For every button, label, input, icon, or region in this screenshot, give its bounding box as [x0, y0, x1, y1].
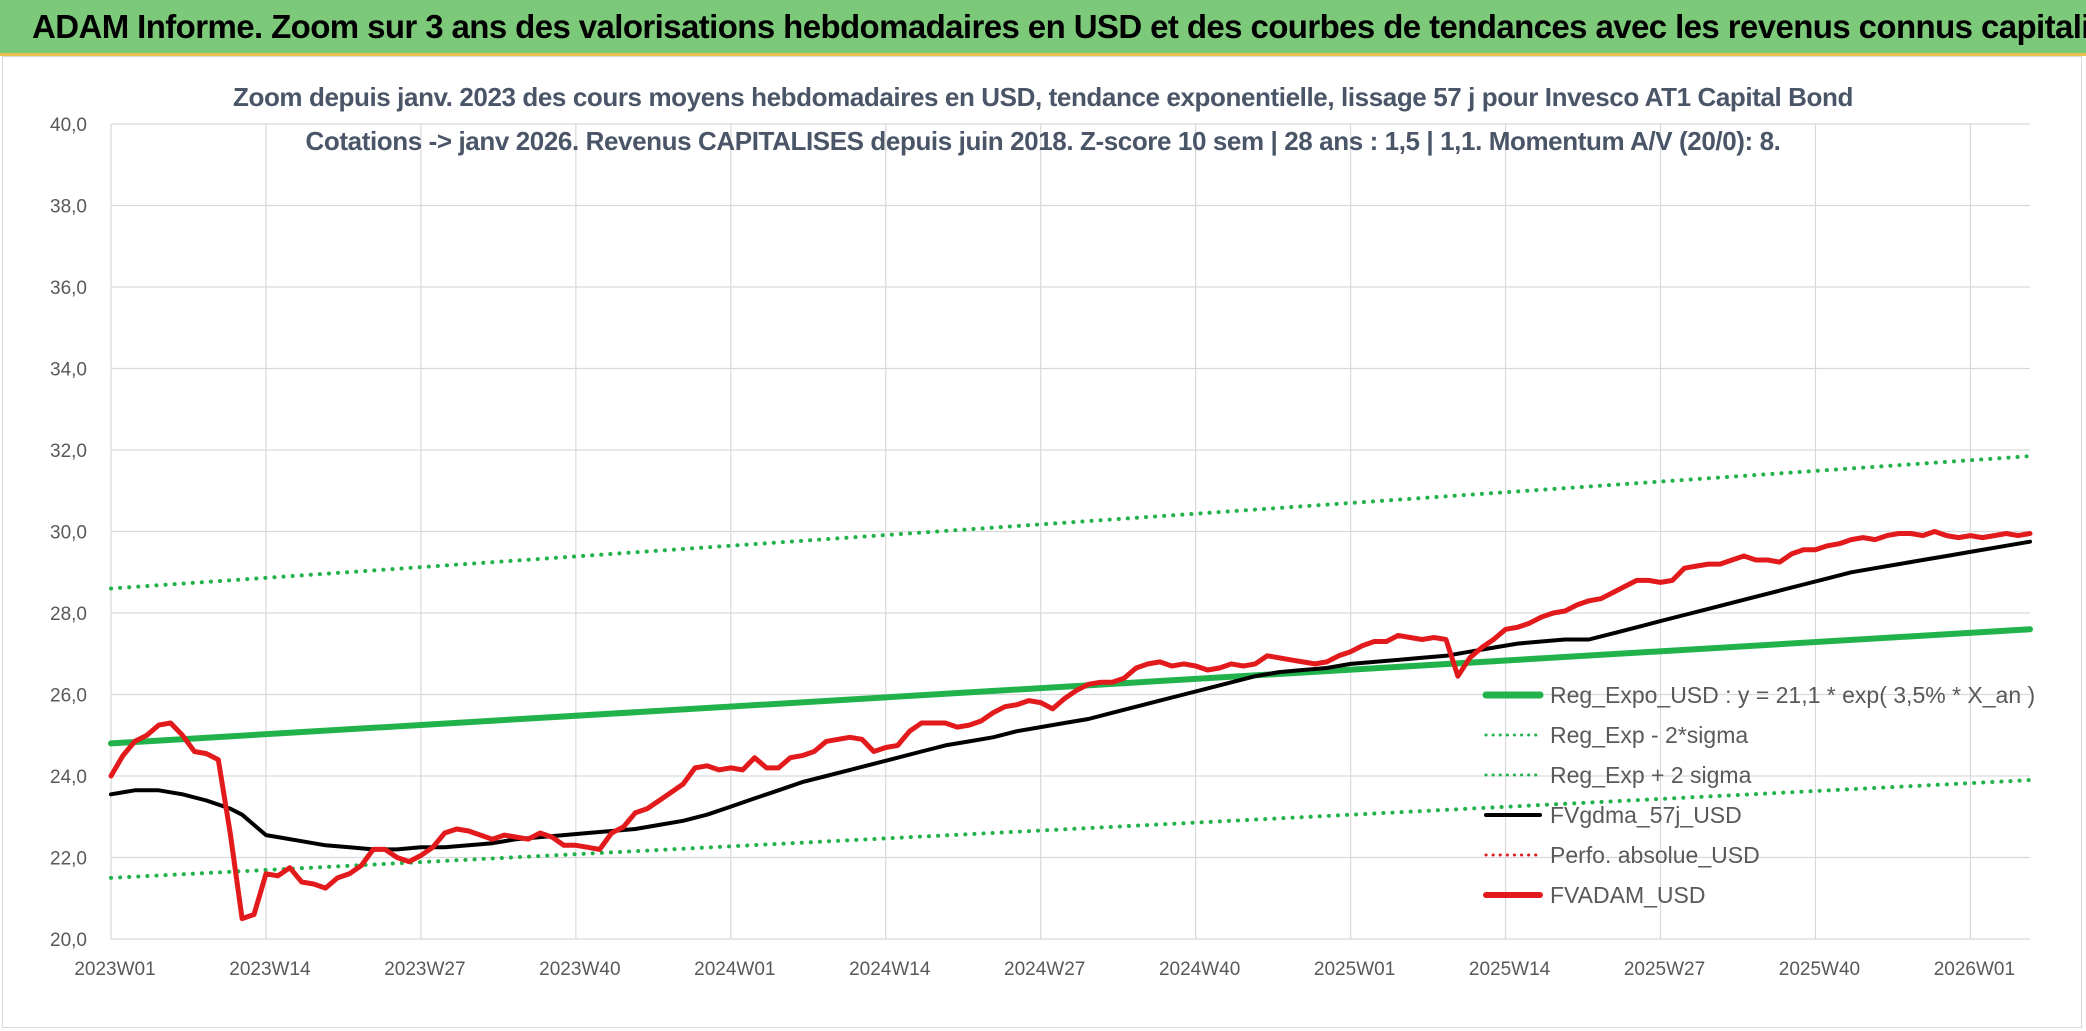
y-tick-label: 40,0 — [50, 115, 87, 136]
chart-series — [108, 454, 2033, 922]
x-tick-label: 2025W40 — [1779, 959, 1860, 980]
x-tick-label: 2024W14 — [849, 959, 931, 980]
legend-label-2: Reg_Exp + 2 sigma — [1550, 762, 1752, 788]
x-tick-label: 2025W14 — [1469, 959, 1551, 980]
report-banner: ADAM Informe. Zoom sur 3 ans des valoris… — [0, 0, 2086, 56]
y-tick-label: 28,0 — [50, 604, 87, 625]
x-axis-tick-labels: 2023W01 2023W14 2023W27 2023W40 2024W01 2024W… — [74, 959, 2015, 980]
y-tick-label: 24,0 — [50, 767, 87, 788]
legend-label-0: Reg_Expo_USD : y = 21,1 * exp( 3,5% * X_… — [1550, 682, 2035, 708]
y-tick-label: 20,0 — [50, 930, 87, 951]
x-tick-label: 2023W40 — [539, 959, 620, 980]
y-tick-label: 36,0 — [50, 278, 87, 299]
series-line-3 — [109, 539, 2032, 852]
y-tick-label: 38,0 — [50, 197, 87, 218]
x-tick-label: 2025W27 — [1624, 959, 1705, 980]
legend-label-4: Perfo. absolue_USD — [1550, 842, 1760, 868]
x-tick-label: 2024W01 — [694, 959, 775, 980]
y-tick-label: 22,0 — [50, 849, 87, 870]
report-banner-title: ADAM Informe. Zoom sur 3 ans des valoris… — [32, 8, 2086, 45]
chart-gridlines — [110, 123, 2030, 940]
x-tick-label: 2024W27 — [1004, 959, 1085, 980]
series-line-5 — [108, 529, 2033, 922]
legend-label-5: FVADAM_USD — [1550, 882, 1706, 908]
x-tick-label: 2025W01 — [1314, 959, 1395, 980]
x-tick-label: 2023W01 — [74, 959, 155, 980]
series-line-0 — [108, 626, 2033, 747]
y-tick-label: 26,0 — [50, 686, 87, 707]
y-tick-label: 32,0 — [50, 441, 87, 462]
legend-label-1: Reg_Exp - 2*sigma — [1550, 722, 1748, 748]
chart-frame — [2, 56, 2082, 1028]
y-tick-label: 30,0 — [50, 523, 87, 544]
y-axis-tick-labels: 20,0 22,0 24,0 26,0 28,0 30,0 32,0 34,0 36,0 38,0… — [50, 115, 87, 951]
chart-title: Zoom depuis janv. 2023 des cours moyens … — [232, 82, 1853, 112]
chart-legend: Reg_Expo_USD : y = 21,1 * exp( 3,5% * X_… — [1482, 682, 2035, 908]
series-line-1 — [109, 778, 2032, 880]
x-tick-label: 2023W27 — [384, 959, 465, 980]
y-tick-label: 34,0 — [50, 360, 87, 381]
x-tick-label: 2024W40 — [1159, 959, 1240, 980]
x-tick-label: 2023W14 — [229, 959, 311, 980]
legend-label-3: FVgdma_57j_USD — [1550, 802, 1742, 828]
x-tick-label: 2026W01 — [1934, 959, 2015, 980]
series-line-2 — [109, 454, 2032, 591]
chart-subtitle: Cotations -> janv 2026. Revenus CAPITALI… — [305, 126, 1781, 156]
